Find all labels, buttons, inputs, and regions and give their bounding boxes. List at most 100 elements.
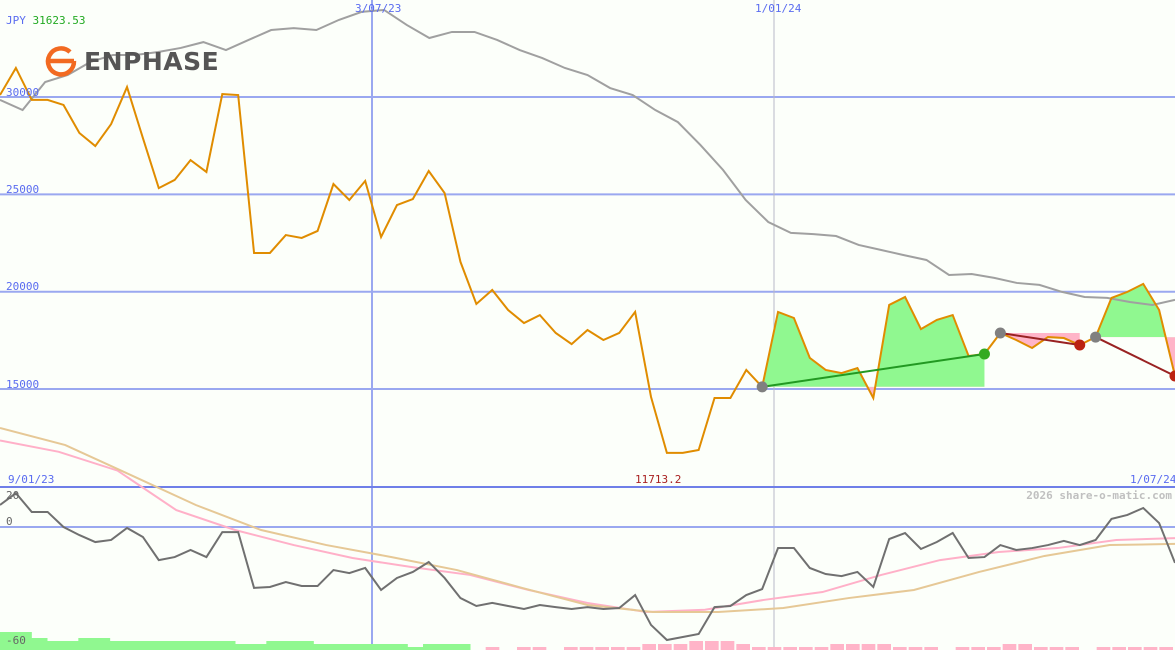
histogram-bar-negative <box>642 644 656 650</box>
histogram-bar-negative <box>1128 647 1142 650</box>
price-readout: JPY 31623.53 <box>6 14 85 27</box>
histogram-bar-positive <box>203 641 220 650</box>
oscillator-line <box>0 491 1175 642</box>
histogram-bar-negative <box>705 641 719 650</box>
histogram-bar-negative <box>877 644 891 650</box>
histogram-bar-positive <box>0 632 17 650</box>
histogram-bar-negative <box>1034 647 1048 650</box>
histogram-bar-positive <box>454 644 471 650</box>
osc-tick-neg60: -60 <box>6 634 26 647</box>
histogram-bar-negative <box>987 647 1001 650</box>
histogram-bar-positive <box>188 641 205 650</box>
trend-start-marker <box>1090 331 1102 343</box>
lower-date-right: 1/07/24 <box>1130 473 1175 486</box>
enphase-logo-icon <box>45 46 77 77</box>
histogram-bar-negative <box>736 644 750 650</box>
histogram-bar-negative <box>861 644 876 650</box>
histogram-bar-negative <box>830 644 844 650</box>
histogram-bar-negative <box>673 644 688 650</box>
histogram-bar-positive <box>329 644 346 650</box>
histogram-bar-positive <box>282 641 299 650</box>
histogram-bar-positive <box>266 641 283 650</box>
histogram-bar-negative <box>1143 647 1158 650</box>
histogram-bar-positive <box>219 641 236 650</box>
y-tick-20000: 20000 <box>6 280 40 293</box>
histogram-bar-negative <box>846 644 860 650</box>
histogram-bar-positive <box>313 644 330 650</box>
histogram-bar-negative <box>752 647 766 650</box>
histogram-bar-negative <box>611 647 625 650</box>
histogram-bar-negative <box>955 647 970 650</box>
histogram-bar-negative <box>767 647 782 650</box>
histogram-bar-positive <box>47 641 64 650</box>
histogram-bar-positive <box>15 632 32 650</box>
min-value-label: 11713.2 <box>635 473 682 486</box>
histogram-bar-positive <box>125 641 142 650</box>
moving-average-line <box>0 8 1175 306</box>
histogram-bar-positive <box>376 644 393 650</box>
histogram-bar-negative <box>689 641 703 650</box>
histogram-bar-negative <box>1002 644 1017 650</box>
histogram-bar-negative <box>1112 647 1126 650</box>
price-line <box>0 65 1175 454</box>
y-tick-30000: 30000 <box>6 86 40 99</box>
currency-label: JPY <box>6 14 26 27</box>
histogram-bar-positive <box>250 644 267 650</box>
histogram-bar-positive <box>391 644 408 650</box>
histogram-bar-negative <box>595 647 609 650</box>
osc-tick-20: 20 <box>6 489 20 502</box>
histogram-bar-negative <box>1096 647 1111 650</box>
histogram-bar-negative <box>532 647 547 650</box>
histogram-bar-negative <box>579 647 594 650</box>
date-label-mid: 3/07/23 <box>355 2 402 15</box>
histogram-bar-negative <box>485 647 500 650</box>
current-value: 31623.53 <box>32 14 86 27</box>
oscillator-fast-average <box>0 439 1175 613</box>
trend-end-marker <box>1169 370 1175 382</box>
trend-end-marker <box>978 348 990 360</box>
trend-line <box>1095 336 1175 377</box>
trend-start-marker <box>994 327 1006 339</box>
lower-date-left: 9/01/23 <box>8 473 55 486</box>
histogram-bar-negative <box>799 647 813 650</box>
histogram-bar-negative <box>814 647 829 650</box>
histogram-bar-positive <box>344 644 361 650</box>
histogram-bar-negative <box>908 647 923 650</box>
histogram-bar-positive <box>235 644 252 650</box>
histogram-bar-negative <box>924 647 938 650</box>
histogram-bar-negative <box>626 647 641 650</box>
histogram-bar-positive <box>297 641 314 650</box>
histogram-bar-positive <box>407 647 424 650</box>
enphase-logo: ENPHASE <box>44 44 219 78</box>
histogram-bar-positive <box>156 641 173 650</box>
y-tick-25000: 25000 <box>6 183 40 196</box>
histogram-bar-negative <box>893 647 907 650</box>
histogram-bar-negative <box>783 647 797 650</box>
histogram-bar-positive <box>94 638 111 650</box>
histogram-bar-positive <box>423 644 440 650</box>
histogram-bar-positive <box>109 641 126 650</box>
trend-line <box>1000 331 1080 347</box>
histogram-bar-negative <box>1049 647 1064 650</box>
histogram-bar-positive <box>78 638 95 650</box>
y-tick-15000: 15000 <box>6 378 40 391</box>
date-label-right: 1/01/24 <box>755 2 802 15</box>
histogram-bar-negative <box>1065 647 1079 650</box>
histogram-bar-positive <box>360 644 377 650</box>
trend-start-marker <box>756 381 768 393</box>
histogram-bar-negative <box>720 641 735 650</box>
logo-text: ENPHASE <box>84 46 220 76</box>
histogram-bar-positive <box>172 641 189 650</box>
histogram-bar-negative <box>1018 644 1032 650</box>
histogram-bar-negative <box>658 644 672 650</box>
histogram-bar-negative <box>971 647 985 650</box>
watermark: 2026 share-o-matic.com <box>1026 489 1172 502</box>
histogram-bar-positive <box>31 638 48 650</box>
histogram-bar-positive <box>141 641 158 650</box>
histogram-bar-negative <box>517 647 531 650</box>
histogram-bar-negative <box>1159 647 1173 650</box>
osc-tick-0: 0 <box>6 515 13 528</box>
histogram-bar-positive <box>438 644 455 650</box>
